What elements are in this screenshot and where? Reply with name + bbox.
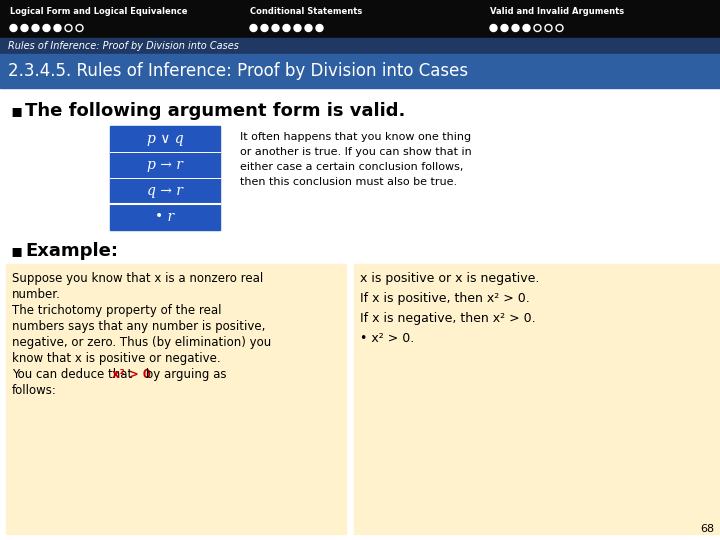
Text: Rules of Inference: Proof by Division into Cases: Rules of Inference: Proof by Division in… bbox=[8, 41, 239, 51]
Circle shape bbox=[250, 24, 257, 31]
Text: then this conclusion must also be true.: then this conclusion must also be true. bbox=[240, 177, 457, 187]
Circle shape bbox=[545, 24, 552, 31]
Circle shape bbox=[283, 24, 290, 31]
Text: or another is true. If you can show that in: or another is true. If you can show that… bbox=[240, 147, 472, 157]
Circle shape bbox=[10, 24, 17, 31]
Bar bbox=[354, 264, 720, 534]
Bar bbox=[0, 54, 720, 88]
Text: Valid and Invalid Arguments: Valid and Invalid Arguments bbox=[490, 7, 624, 16]
Text: Logical Form and Logical Equivalence: Logical Form and Logical Equivalence bbox=[10, 7, 187, 16]
Circle shape bbox=[32, 24, 39, 31]
Text: know that x is positive or negative.: know that x is positive or negative. bbox=[12, 352, 220, 365]
Circle shape bbox=[54, 24, 61, 31]
Text: Example:: Example: bbox=[25, 242, 118, 260]
Text: You can deduce that: You can deduce that bbox=[12, 368, 136, 381]
Circle shape bbox=[261, 24, 268, 31]
Text: It often happens that you know one thing: It often happens that you know one thing bbox=[240, 132, 471, 142]
Bar bbox=[110, 204, 220, 230]
Text: 68: 68 bbox=[700, 524, 714, 534]
Circle shape bbox=[556, 24, 563, 31]
Text: x² > 0: x² > 0 bbox=[112, 368, 151, 381]
Text: The following argument form is valid.: The following argument form is valid. bbox=[25, 102, 405, 120]
Text: x is positive or x is negative.: x is positive or x is negative. bbox=[360, 272, 539, 285]
Text: 2.3.4.5. Rules of Inference: Proof by Division into Cases: 2.3.4.5. Rules of Inference: Proof by Di… bbox=[8, 62, 468, 80]
Text: p ∨ q: p ∨ q bbox=[147, 132, 184, 146]
Text: ▪: ▪ bbox=[10, 102, 22, 120]
Text: Suppose you know that x is a nonzero real: Suppose you know that x is a nonzero rea… bbox=[12, 272, 264, 285]
Text: number.: number. bbox=[12, 288, 61, 301]
Text: negative, or zero. Thus (by elimination) you: negative, or zero. Thus (by elimination)… bbox=[12, 336, 271, 349]
Circle shape bbox=[76, 24, 83, 31]
Circle shape bbox=[316, 24, 323, 31]
Text: either case a certain conclusion follows,: either case a certain conclusion follows… bbox=[240, 162, 464, 172]
Circle shape bbox=[501, 24, 508, 31]
Text: If x is positive, then x² > 0.: If x is positive, then x² > 0. bbox=[360, 292, 530, 305]
Circle shape bbox=[523, 24, 530, 31]
Bar bbox=[110, 152, 220, 178]
Circle shape bbox=[534, 24, 541, 31]
Text: Conditional Statements: Conditional Statements bbox=[250, 7, 362, 16]
Circle shape bbox=[272, 24, 279, 31]
Text: q → r: q → r bbox=[147, 184, 183, 198]
Circle shape bbox=[294, 24, 301, 31]
Text: • x² > 0.: • x² > 0. bbox=[360, 332, 414, 345]
Text: follows:: follows: bbox=[12, 384, 57, 397]
Text: If x is negative, then x² > 0.: If x is negative, then x² > 0. bbox=[360, 312, 536, 325]
Text: p → r: p → r bbox=[147, 158, 183, 172]
Circle shape bbox=[305, 24, 312, 31]
Text: numbers says that any number is positive,: numbers says that any number is positive… bbox=[12, 320, 266, 333]
Bar bbox=[110, 126, 220, 152]
Text: ▪: ▪ bbox=[10, 242, 22, 260]
Bar bbox=[6, 264, 346, 534]
Bar bbox=[0, 38, 720, 54]
Circle shape bbox=[21, 24, 28, 31]
Circle shape bbox=[43, 24, 50, 31]
Text: by arguing as: by arguing as bbox=[142, 368, 227, 381]
Circle shape bbox=[490, 24, 497, 31]
Bar bbox=[110, 178, 220, 204]
Bar bbox=[0, 0, 720, 38]
Circle shape bbox=[65, 24, 72, 31]
Text: The trichotomy property of the real: The trichotomy property of the real bbox=[12, 304, 222, 317]
Text: • r: • r bbox=[156, 210, 174, 224]
Circle shape bbox=[512, 24, 519, 31]
